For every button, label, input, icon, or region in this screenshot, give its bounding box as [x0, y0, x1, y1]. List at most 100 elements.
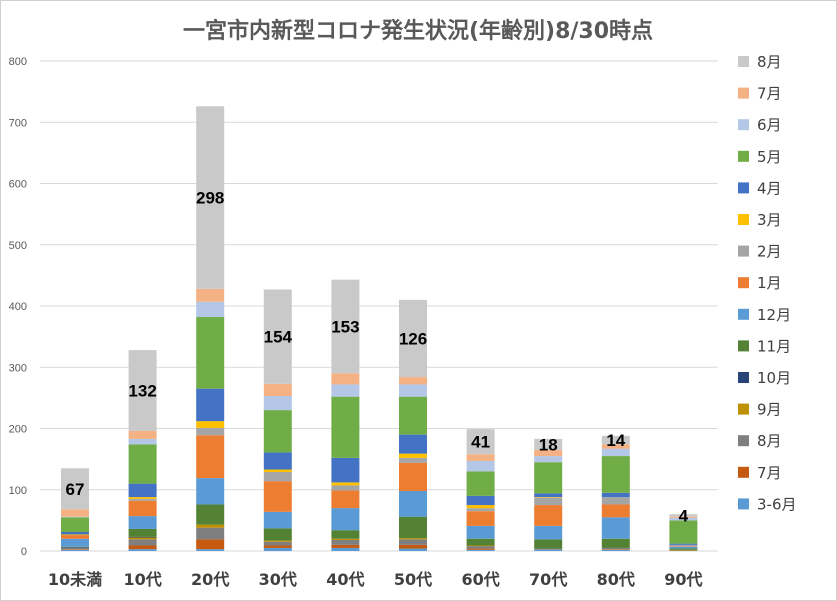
- bar-segment: [601, 497, 630, 505]
- legend-swatch: [738, 340, 749, 352]
- bar-segment: [263, 528, 292, 541]
- bar-segment: [128, 438, 157, 445]
- bar-segment: [466, 505, 495, 509]
- bar-segment: [263, 540, 292, 542]
- bar-segment: [601, 492, 630, 498]
- bar-segment: [669, 549, 698, 551]
- bar-segment: [263, 383, 292, 397]
- bar-segment: [669, 520, 698, 544]
- bars: [61, 106, 698, 551]
- bar-segment: [196, 427, 225, 436]
- y-tick-label: 0: [21, 546, 27, 558]
- bar-segment: [466, 548, 495, 550]
- bar-segment: [61, 547, 89, 550]
- bar-segment: [534, 497, 563, 498]
- legend-swatch: [738, 498, 749, 510]
- bar-segment: [399, 299, 427, 378]
- bar-segment: [399, 538, 427, 540]
- data-label: 132: [128, 382, 156, 401]
- bar-segment: [669, 514, 698, 517]
- legend-label: 9月: [757, 401, 782, 419]
- legend-label: 2月: [757, 243, 782, 261]
- bar-segment: [61, 532, 89, 535]
- bar-segment: [128, 350, 157, 431]
- bar-segment: [399, 384, 427, 397]
- y-tick-label: 400: [9, 301, 27, 313]
- bar-segment: [196, 301, 225, 318]
- bar-segment: [196, 549, 225, 551]
- legend-swatch: [738, 119, 749, 131]
- legend-swatch: [738, 245, 749, 257]
- bar-segment: [534, 456, 563, 463]
- data-label: 41: [471, 433, 490, 452]
- bar-segment: [466, 525, 495, 539]
- bar-segment: [128, 497, 157, 499]
- legend-label: 11月: [757, 337, 791, 355]
- bar-segment: [601, 517, 630, 539]
- bar-segment: [331, 373, 360, 385]
- bar-segment: [128, 483, 157, 498]
- x-axis-ticks: 10未満 10代 20代 30代 40代 50代 60代 70代 80代 90代: [48, 570, 703, 589]
- bar-segment: [263, 396, 292, 411]
- bar-segment: [196, 317, 225, 389]
- bar-segment: [61, 509, 89, 517]
- bar-segment: [601, 549, 630, 550]
- bar-segment: [466, 460, 495, 472]
- x-tick-label: 10未満: [48, 570, 102, 589]
- bar-segment: [61, 468, 89, 510]
- y-tick-label: 300: [9, 362, 27, 374]
- bar-segment: [61, 547, 89, 548]
- legend-swatch: [738, 182, 749, 194]
- y-tick-label: 200: [9, 424, 27, 436]
- y-tick-label: 800: [9, 56, 27, 68]
- bar-segment: [128, 516, 157, 529]
- bar-segment: [669, 544, 698, 547]
- bar-segment: [331, 538, 360, 540]
- bar-segment: [196, 539, 225, 550]
- y-tick-label: 100: [9, 485, 27, 497]
- bar-segment: [399, 434, 427, 454]
- bar-segment: [399, 548, 427, 551]
- bar-segment: [263, 289, 292, 384]
- bar-segment: [601, 504, 630, 518]
- bar-segment: [196, 524, 225, 528]
- bar-segment: [669, 543, 698, 545]
- bar-segment: [466, 429, 495, 455]
- bar-segment: [534, 462, 563, 494]
- bar-segment: [263, 541, 292, 546]
- legend-label: 5月: [757, 148, 782, 166]
- bar-segment: [601, 456, 630, 493]
- legend-swatch: [738, 277, 749, 289]
- data-labels: 67 132 298 154 153 126 41 18 14 4: [66, 189, 689, 526]
- bar-segment: [534, 548, 563, 550]
- bar-segment: [669, 546, 698, 547]
- bar-segment: [196, 106, 225, 289]
- data-label: 298: [196, 189, 224, 208]
- legend-swatch: [738, 308, 749, 320]
- bar-segment: [466, 471, 495, 496]
- bar-segment: [263, 410, 292, 453]
- bar-segment: [601, 444, 630, 449]
- bar-segment: [61, 516, 89, 518]
- bar-segment: [128, 537, 157, 540]
- legend: 8月 7月 6月 5月 4月 3月 2月 1月 12月 11月 10月 9月 8月 7月 3-6月: [738, 53, 797, 513]
- bar-segment: [669, 517, 698, 521]
- y-tick-label: 700: [9, 117, 27, 129]
- bar-segment: [331, 279, 360, 374]
- bar-segment: [466, 454, 495, 461]
- legend-label: 3月: [757, 211, 782, 229]
- bar-segment: [466, 549, 495, 551]
- bar-segment: [128, 500, 157, 517]
- x-tick-label: 90代: [664, 570, 702, 589]
- bar-segment: [601, 538, 630, 548]
- data-label: 67: [66, 480, 85, 499]
- bar-segment: [263, 545, 292, 548]
- bar-segment: [128, 498, 157, 501]
- bar-segment: [399, 396, 427, 435]
- bar-segment: [263, 469, 292, 472]
- bar-segment: [399, 490, 427, 517]
- bar-segment: [128, 545, 157, 550]
- y-tick-label: 500: [9, 240, 27, 252]
- bar-segment: [399, 377, 427, 385]
- legend-label: 7月: [757, 464, 782, 482]
